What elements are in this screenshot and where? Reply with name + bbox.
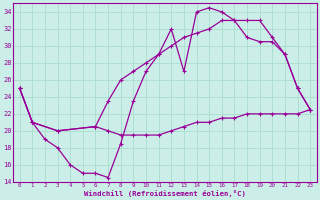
X-axis label: Windchill (Refroidissement éolien,°C): Windchill (Refroidissement éolien,°C): [84, 190, 246, 197]
